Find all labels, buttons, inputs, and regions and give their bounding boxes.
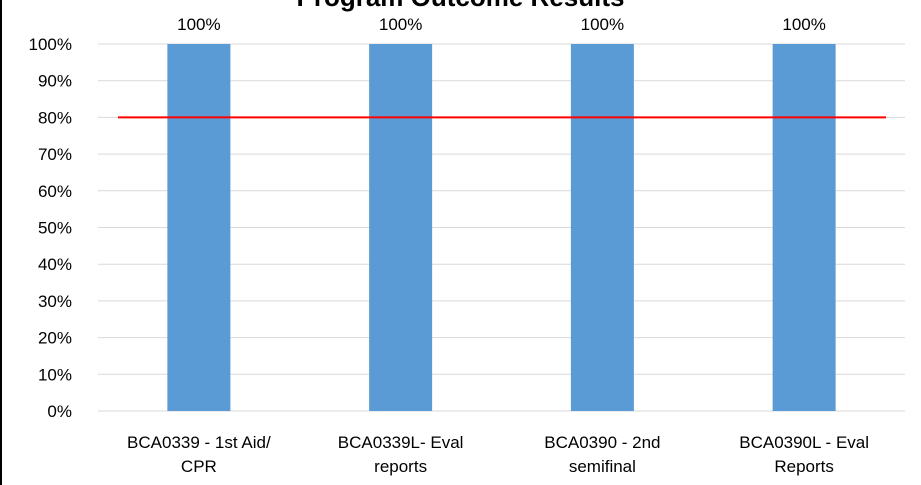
bar (369, 44, 433, 411)
data-label: 100% (782, 15, 825, 34)
x-tick-label: BCA0339 - 1st Aid/ (127, 433, 271, 452)
bar (570, 44, 634, 411)
y-tick-label: 0% (47, 402, 72, 421)
data-label: 100% (379, 15, 422, 34)
y-tick-label: 70% (38, 145, 72, 164)
y-tick-label: 90% (38, 72, 72, 91)
x-tick-label: BCA0390L - Eval (739, 433, 869, 452)
x-tick-label: BCA0339L- Eval (338, 433, 464, 452)
data-label: 100% (177, 15, 220, 34)
y-tick-label: 20% (38, 329, 72, 348)
bar (167, 44, 231, 411)
y-tick-label: 30% (38, 292, 72, 311)
x-tick-label: Reports (774, 457, 834, 476)
x-tick-label: semifinal (569, 457, 636, 476)
y-tick-label: 100% (29, 35, 72, 54)
data-label: 100% (581, 15, 624, 34)
y-tick-label: 10% (38, 365, 72, 384)
y-tick-label: 80% (38, 108, 72, 127)
x-tick-label: reports (374, 457, 427, 476)
x-tick-label: CPR (181, 457, 217, 476)
y-tick-label: 60% (38, 182, 72, 201)
y-tick-label: 40% (38, 255, 72, 274)
chart-title: Program Outcome Results (0, 0, 921, 13)
x-tick-label: BCA0390 - 2nd (544, 433, 660, 452)
bar (772, 44, 836, 411)
y-tick-label: 50% (38, 219, 72, 238)
